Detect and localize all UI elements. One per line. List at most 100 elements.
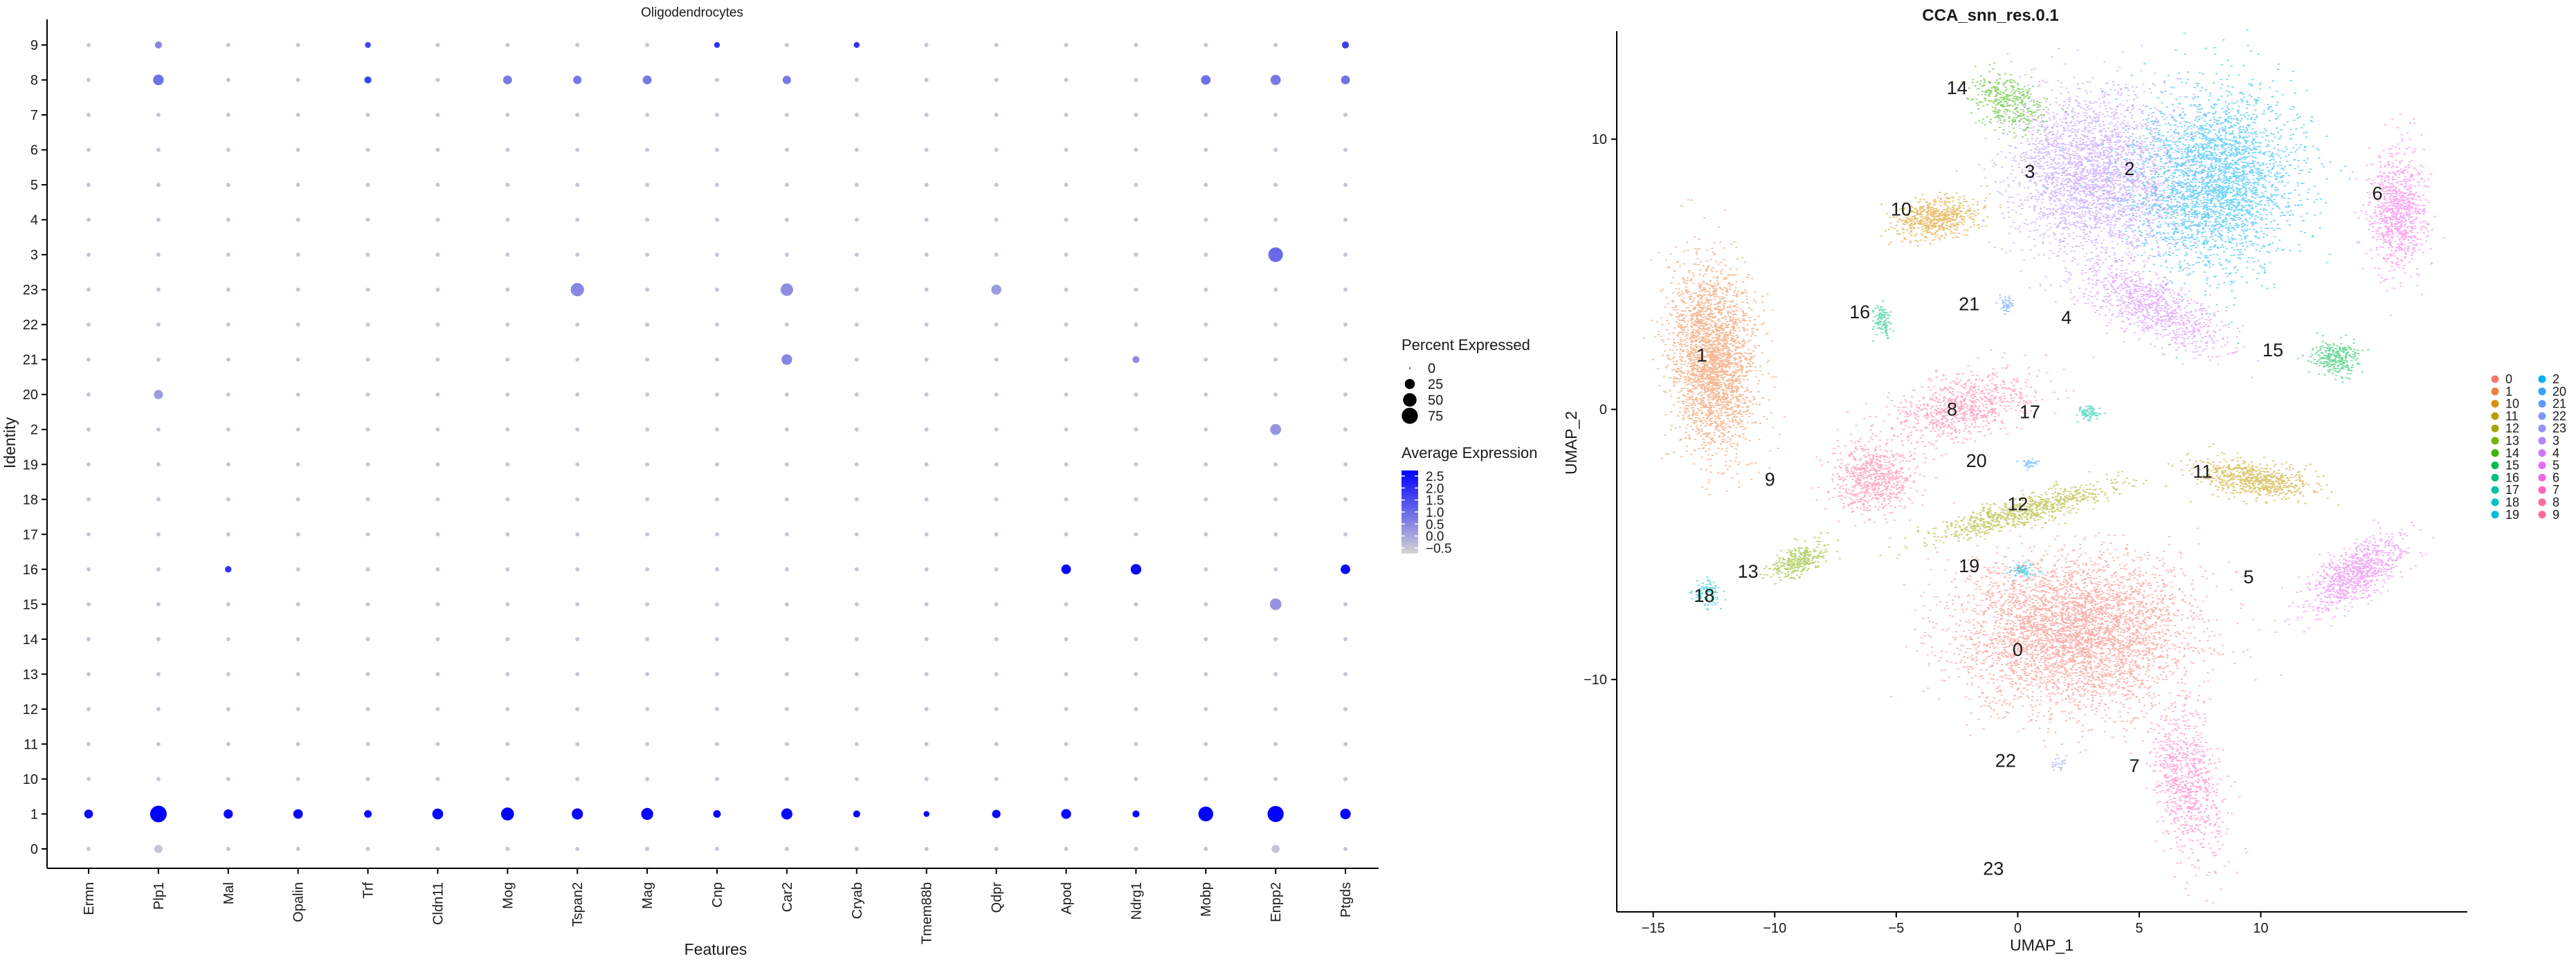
dot-Mal-14 <box>226 637 230 641</box>
dot-Cnp-22 <box>715 322 719 327</box>
dot-Qdpr-8 <box>994 77 999 82</box>
dot-Mag-1 <box>641 807 653 821</box>
dot-Ermn-17 <box>87 532 91 537</box>
dot-Plp1-10 <box>156 776 161 781</box>
dot-Qdpr-5 <box>994 183 999 187</box>
umap-title: CCA_snn_res.0.1 <box>1922 6 2058 25</box>
y-tick-label: 5 <box>30 178 38 193</box>
umap-cluster-label-21: 21 <box>1959 293 1979 314</box>
y-tick-label: 2 <box>30 423 38 438</box>
legend-swatch-5 <box>2538 461 2546 470</box>
dot-Cnp-21 <box>715 357 719 362</box>
dot-Qdpr-23 <box>991 284 1001 295</box>
dot-Mag-5 <box>645 183 650 187</box>
dot-Mag-0 <box>645 847 650 851</box>
dot-Tspan2-8 <box>573 75 582 84</box>
dot-Ndrg1-6 <box>1134 147 1139 152</box>
legend-label-22: 22 <box>2552 409 2566 423</box>
dot-Plp1-3 <box>156 253 161 257</box>
color-legend-ticks: 2.52.01.51.00.50.0−0.5 <box>1402 470 1452 556</box>
umap-cluster-label-10: 10 <box>1891 199 1912 220</box>
dot-Cnp-4 <box>715 217 719 222</box>
legend-swatch-16 <box>2491 473 2499 482</box>
dot-Trf-12 <box>365 706 370 711</box>
dot-Cryab-15 <box>854 602 859 607</box>
dot-Opalin-1 <box>293 809 303 819</box>
dot-Car2-1 <box>781 808 792 820</box>
legend-swatch-0 <box>2491 375 2499 383</box>
umap-cluster-label-11: 11 <box>2193 461 2212 482</box>
dot-Ptgds-7 <box>1343 113 1348 118</box>
umap-points <box>1642 29 2445 904</box>
dot-Mal-2 <box>226 427 230 432</box>
umap-cluster-points-3 <box>1955 45 2254 300</box>
dot-Mag-20 <box>645 392 650 397</box>
dot-Apod-20 <box>1064 392 1069 397</box>
dot-Cldn11-17 <box>435 532 440 537</box>
dot-Cryab-17 <box>854 532 859 537</box>
umap-cluster-label-7: 7 <box>2129 756 2139 776</box>
dot-Ndrg1-3 <box>1134 253 1139 257</box>
dot-Cldn11-1 <box>432 808 444 820</box>
dot-Cldn11-9 <box>435 43 440 47</box>
dot-Tspan2-16 <box>575 567 580 571</box>
dot-Enpp2-7 <box>1273 113 1278 118</box>
dot-Qdpr-12 <box>994 706 999 711</box>
y-tick-label: 21 <box>23 353 38 368</box>
dot-Tspan2-21 <box>575 357 580 362</box>
umap-cluster-points-0 <box>1890 502 2283 765</box>
dot-Enpp2-5 <box>1273 183 1278 187</box>
dot-Cldn11-6 <box>435 147 440 152</box>
dot-Plp1-23 <box>156 287 161 292</box>
dot-Car2-21 <box>781 354 792 365</box>
legend-swatch-18 <box>2491 498 2499 506</box>
dot-Apod-6 <box>1064 147 1069 152</box>
dot-Opalin-19 <box>296 462 300 467</box>
dot-Apod-12 <box>1064 706 1069 711</box>
color-legend-tick-label: 0.0 <box>1426 530 1444 544</box>
legend-label-13: 13 <box>2505 434 2519 448</box>
dot-Opalin-4 <box>296 217 300 222</box>
legend-label-20: 20 <box>2552 385 2566 399</box>
dot-Qdpr-6 <box>994 147 999 152</box>
dot-Trf-22 <box>365 322 370 327</box>
dot-Cldn11-7 <box>435 113 440 118</box>
dot-Cryab-16 <box>854 567 859 571</box>
dot-Cnp-13 <box>715 672 719 677</box>
umap-y-tick-label: 10 <box>1592 132 1607 147</box>
dot-Opalin-12 <box>296 706 300 711</box>
dot-Ndrg1-7 <box>1134 113 1139 118</box>
dot-Tmem88b-15 <box>924 602 929 607</box>
dot-Qdpr-21 <box>994 357 999 362</box>
legend-swatch-3 <box>2538 437 2546 445</box>
dot-Ptgds-5 <box>1343 183 1348 187</box>
dot-Cldn11-10 <box>435 776 440 781</box>
dot-Car2-20 <box>784 392 789 397</box>
dot-Enpp2-23 <box>1273 287 1278 292</box>
dot-Trf-19 <box>365 462 370 467</box>
dot-Mog-15 <box>505 602 510 607</box>
dot-Tmem88b-8 <box>924 77 929 82</box>
legend-swatch-2 <box>2538 375 2546 383</box>
dot-Qdpr-15 <box>994 602 999 607</box>
dot-Mal-5 <box>226 183 230 187</box>
dot-Mag-8 <box>642 75 652 84</box>
legend-label-0: 0 <box>2505 372 2512 386</box>
umap-cluster-points-15 <box>2296 332 2370 383</box>
dot-Opalin-9 <box>296 43 300 47</box>
dot-Cryab-3 <box>854 253 859 257</box>
dot-Mal-21 <box>226 357 230 362</box>
dot-Cnp-17 <box>715 532 719 537</box>
dot-Mog-20 <box>505 392 510 397</box>
dot-Mog-3 <box>505 253 510 257</box>
dot-Mal-18 <box>226 497 230 502</box>
dot-Cnp-11 <box>715 742 719 747</box>
y-tick-label: 4 <box>30 213 38 228</box>
dot-Opalin-16 <box>296 567 300 571</box>
dot-Ndrg1-10 <box>1134 776 1139 781</box>
dot-Mal-12 <box>226 706 230 711</box>
dot-Tspan2-7 <box>575 113 580 118</box>
umap-cluster-label-6: 6 <box>2373 183 2383 203</box>
dot-plot-x-label: Features <box>684 940 747 958</box>
